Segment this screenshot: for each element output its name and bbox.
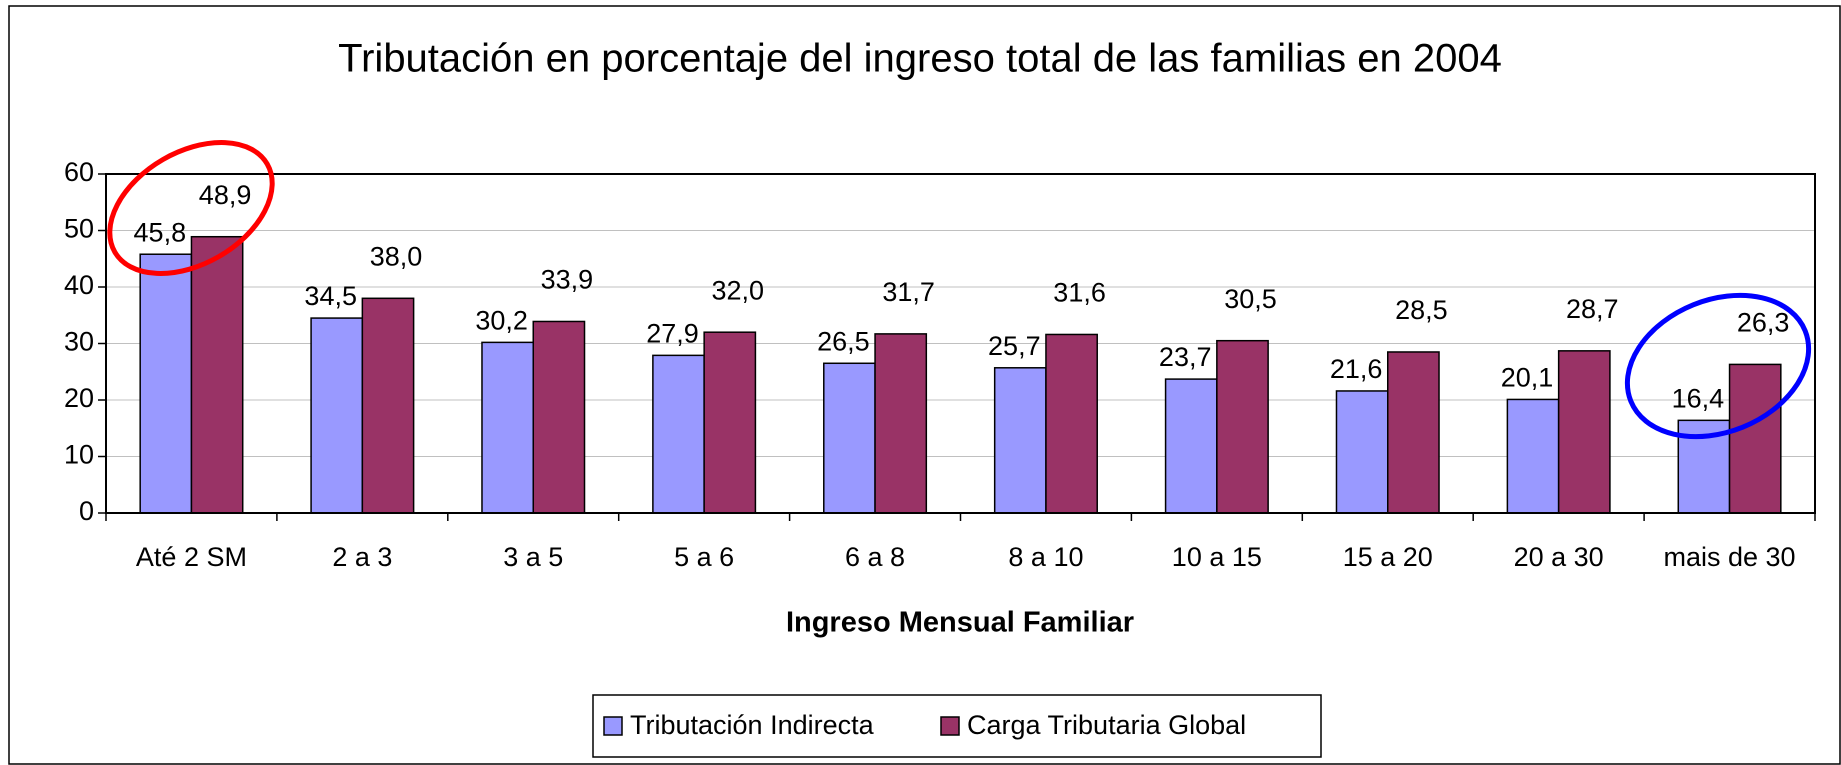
- bar: [1506, 398, 1560, 514]
- x-axis-label: Ingreso Mensual Familiar: [786, 607, 1134, 639]
- legend-label: Carga Tributaria Global: [967, 710, 1246, 740]
- data-label: 25,7: [988, 331, 1041, 361]
- x-tick-label: 15 a 20: [1343, 542, 1433, 572]
- legend-swatch: [940, 716, 960, 736]
- bar: [1335, 390, 1389, 514]
- bar: [310, 317, 364, 514]
- plot-frame: [105, 173, 1816, 514]
- bar: [361, 297, 415, 514]
- x-tick-label: mais de 30: [1664, 542, 1796, 572]
- data-label: 20,1: [1501, 363, 1554, 393]
- y-tick-label: 0: [79, 496, 94, 526]
- bar: [1387, 351, 1440, 514]
- highlight-ellipse: [1624, 292, 1812, 440]
- y-tick-label: 20: [64, 383, 94, 413]
- bar: [1728, 363, 1782, 514]
- bar: [874, 333, 928, 514]
- data-label: 45,8: [134, 217, 187, 247]
- bar: [703, 331, 757, 514]
- chart-title: Tributación en porcentaje del ingreso to…: [338, 37, 1502, 81]
- data-label: 30,5: [1224, 284, 1277, 314]
- y-tick-label: 10: [64, 440, 94, 470]
- x-tick-label: 6 a 8: [845, 542, 905, 572]
- y-tick-label: 40: [64, 270, 94, 300]
- y-tick-label: 60: [64, 157, 94, 187]
- data-label: 27,9: [646, 318, 699, 348]
- data-label: 48,9: [199, 180, 252, 210]
- bar: [1045, 333, 1098, 514]
- legend: Tributación Indirecta Carga Tributaria Gl…: [603, 710, 1246, 740]
- bar: [190, 235, 244, 514]
- data-label: 31,7: [882, 277, 935, 307]
- bar: [481, 341, 535, 514]
- data-label: 31,6: [1053, 278, 1106, 308]
- y-tick-label: 50: [64, 214, 94, 244]
- data-label: 23,7: [1159, 342, 1212, 372]
- highlight-ellipse: [107, 140, 275, 276]
- plot: 0 10 20 30 40 50 60 Até 2 SM 45,8 48,9 2 a 3 34,5 38…: [64, 157, 1816, 572]
- x-tick-label: Até 2 SM: [136, 542, 247, 572]
- data-label: 21,6: [1330, 354, 1383, 384]
- x-tick-label: 8 a 10: [1008, 542, 1083, 572]
- legend-swatch: [603, 716, 623, 736]
- data-label: 32,0: [712, 275, 765, 305]
- x-tick-label: 10 a 15: [1172, 542, 1262, 572]
- x-tick-label: 5 a 6: [674, 542, 734, 572]
- data-label: 28,5: [1395, 295, 1448, 325]
- bar: [139, 253, 193, 514]
- data-label: 34,5: [304, 281, 357, 311]
- x-tick-label: 2 a 3: [332, 542, 392, 572]
- data-label: 16,4: [1672, 383, 1725, 413]
- bar: [823, 362, 876, 514]
- legend-label: Tributación Indirecta: [630, 710, 875, 740]
- y-tick-label: 30: [64, 327, 94, 357]
- bar: [1164, 378, 1218, 514]
- bar: [652, 354, 705, 514]
- data-label: 38,0: [370, 241, 423, 271]
- data-label: 30,2: [475, 305, 528, 335]
- data-label: 33,9: [541, 265, 594, 295]
- data-label: 26,3: [1737, 308, 1790, 338]
- data-label: 28,7: [1566, 294, 1619, 324]
- x-tick-label: 20 a 30: [1514, 542, 1604, 572]
- bar: [1557, 350, 1611, 514]
- bar: [993, 367, 1047, 514]
- x-tick-label: 3 a 5: [503, 542, 563, 572]
- bar: [532, 320, 586, 514]
- data-label: 26,5: [817, 326, 870, 356]
- bar: [1216, 339, 1269, 514]
